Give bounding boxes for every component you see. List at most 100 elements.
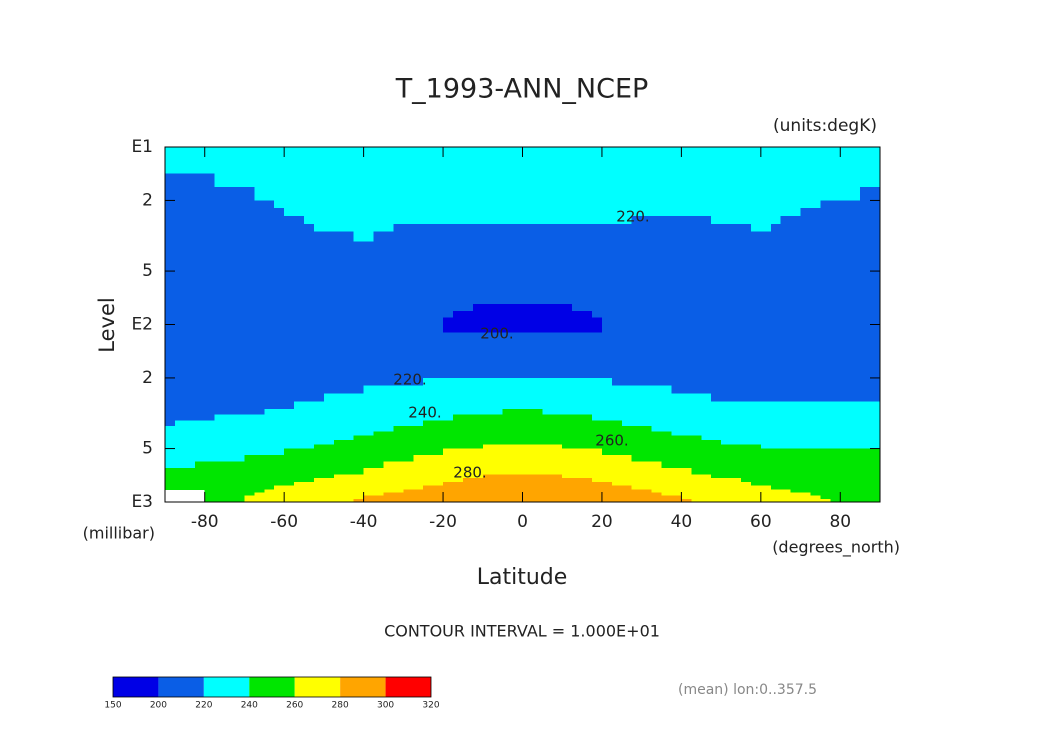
contour-cell	[572, 216, 583, 225]
contour-cell	[294, 347, 305, 357]
contour-cell	[482, 425, 494, 432]
contour-cell	[512, 393, 524, 402]
contour-cell	[671, 290, 682, 298]
contour-cell	[512, 468, 524, 476]
contour-cell	[244, 173, 255, 188]
contour-cell	[780, 187, 792, 202]
contour-cell	[760, 317, 772, 326]
contour-cell	[482, 420, 494, 427]
contour-cell	[214, 200, 226, 209]
contour-cell	[542, 361, 553, 368]
contour-cell	[462, 468, 474, 476]
contour-cell	[721, 401, 732, 410]
contour-cell	[721, 431, 732, 437]
contour-cell	[194, 160, 206, 175]
contour-cell	[462, 431, 474, 437]
contour-cell	[740, 324, 752, 333]
contour-cell	[780, 420, 792, 427]
contour-cell	[353, 439, 365, 445]
contour-cell	[760, 485, 772, 491]
contour-cell	[870, 461, 881, 469]
contour-cell	[274, 439, 285, 445]
contour-cell	[572, 481, 583, 487]
contour-cell	[611, 481, 623, 487]
contour-cell	[750, 297, 762, 305]
contour-cell	[492, 468, 504, 476]
contour-cell	[770, 455, 782, 463]
contour-cell	[592, 455, 603, 463]
contour-cell	[363, 468, 375, 476]
contour-cell	[641, 208, 653, 217]
contour-cell	[323, 414, 335, 421]
contour-cell	[492, 310, 504, 319]
contour-cell	[621, 481, 633, 487]
contour-cell	[522, 223, 534, 233]
contour-cell	[780, 284, 792, 292]
contour-cell	[264, 498, 275, 503]
contour-cell	[194, 173, 206, 188]
contour-cell	[671, 414, 682, 421]
contour-cell	[661, 393, 673, 402]
contour-cell	[482, 187, 494, 202]
contour-cell	[433, 317, 444, 326]
contour-cell	[512, 425, 524, 432]
contour-cell	[611, 231, 623, 243]
contour-cell	[254, 324, 265, 333]
contour-cell	[174, 455, 186, 463]
contour-cell	[860, 332, 871, 341]
contour-cell	[820, 147, 831, 161]
contour-cell	[204, 420, 216, 427]
contour-cell	[711, 377, 722, 387]
contour-cell	[423, 372, 434, 379]
contour-cell	[452, 409, 464, 416]
contour-cell	[234, 468, 246, 476]
contour-cell	[740, 277, 752, 285]
contour-cell	[731, 448, 742, 456]
contour-cell	[294, 498, 305, 503]
contour-cell	[631, 448, 643, 456]
contour-cell	[582, 324, 593, 333]
contour-cell	[731, 444, 742, 450]
contour-cell	[403, 223, 414, 233]
contour-cell	[254, 223, 265, 233]
contour-cell	[641, 474, 653, 479]
contour-cell	[194, 317, 206, 326]
contour-cell	[760, 461, 772, 469]
contour-cell	[244, 303, 255, 312]
contour-cell	[304, 231, 315, 243]
contour-cell	[373, 489, 385, 494]
contour-cell	[601, 173, 613, 188]
contour-cell	[721, 160, 732, 175]
contour-cell	[274, 317, 285, 326]
contour-cell	[423, 208, 434, 217]
contour-cell	[492, 455, 504, 463]
contour-cell	[740, 478, 752, 483]
contour-cell	[601, 481, 613, 487]
contour-cell	[234, 439, 246, 445]
contour-cell	[512, 409, 524, 416]
contour-cell	[184, 425, 196, 432]
contour-cell	[820, 435, 831, 441]
contour-cell	[542, 385, 553, 395]
contour-cell	[780, 147, 792, 161]
contour-cell	[244, 489, 255, 494]
contour-cell	[810, 173, 822, 188]
contour-cell	[214, 495, 226, 500]
contour-cell	[532, 492, 543, 497]
contour-cell	[850, 216, 861, 225]
contour-cell	[750, 492, 762, 497]
contour-cell	[661, 277, 673, 285]
contour-cell	[780, 448, 792, 456]
contour-cell	[452, 489, 464, 494]
contour-cell	[572, 409, 583, 416]
note: (mean) lon:0..357.5	[678, 682, 817, 698]
contour-cell	[532, 377, 543, 387]
contour-cell	[452, 393, 464, 402]
contour-cell	[393, 251, 404, 262]
contour-cell	[333, 297, 345, 305]
contour-cell	[174, 385, 186, 395]
contour-cell	[532, 303, 543, 312]
contour-cell	[373, 420, 385, 427]
contour-cell	[204, 277, 216, 285]
contour-cell	[601, 448, 613, 456]
